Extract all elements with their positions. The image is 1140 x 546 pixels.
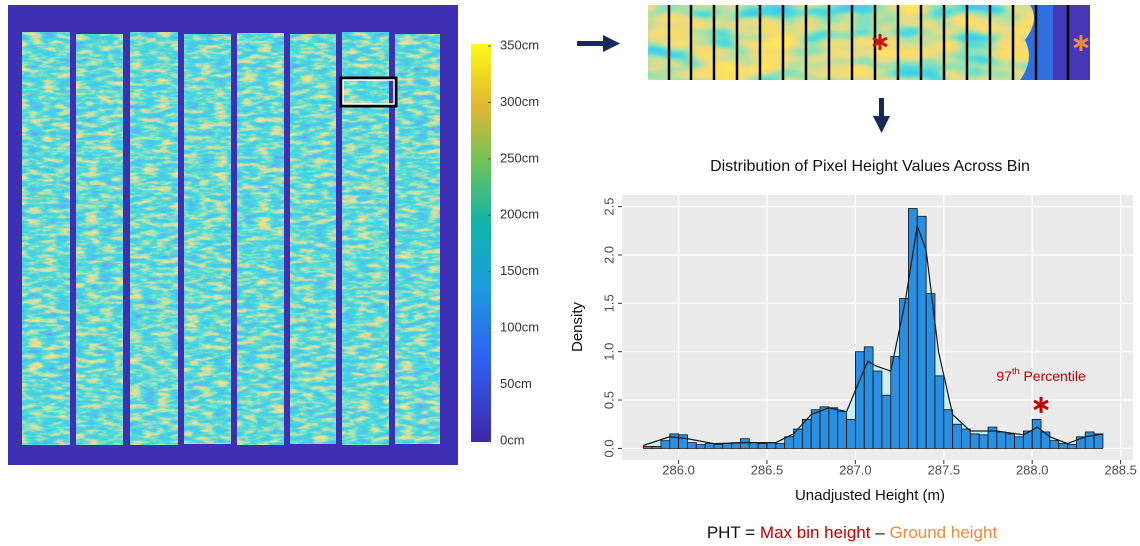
annotation-text: Percentile	[1023, 368, 1085, 384]
bar	[687, 442, 697, 449]
bar	[996, 431, 1007, 449]
bar	[1014, 436, 1024, 449]
bar	[961, 428, 971, 449]
y-tick-label: 0.0	[601, 439, 616, 457]
bar	[810, 409, 821, 449]
bar	[881, 394, 892, 449]
bar	[846, 418, 856, 449]
bar	[695, 444, 706, 449]
formula-term: Ground height	[889, 523, 997, 542]
x-tick-label: 288.0	[1016, 462, 1049, 477]
bar	[925, 293, 936, 449]
annotation-suffix: th	[1012, 366, 1020, 376]
colorbar-label: 50cm	[500, 376, 532, 391]
bar	[651, 446, 662, 449]
y-tick-label: 2.0	[601, 246, 616, 264]
colorbar-label: 150cm	[500, 263, 539, 278]
bar	[722, 443, 733, 449]
density-curve	[643, 223, 1104, 447]
bar	[952, 423, 962, 449]
formula-lhs: PHT	[707, 523, 741, 542]
colorbar-label: 350cm	[500, 37, 539, 52]
bar	[1058, 443, 1068, 449]
y-axis-label: Density	[569, 301, 586, 352]
histogram: 286.0 286.5 287.0 287.5 288.0 288.5 0.0 0.5 1.0 1…	[601, 195, 1137, 477]
plot-rows	[22, 32, 440, 445]
colorbar-label: 100cm	[500, 320, 539, 335]
annotation-number: 97	[996, 368, 1012, 384]
x-axis-label: Unadjusted Height (m)	[795, 487, 945, 504]
bar	[854, 351, 865, 449]
bar	[669, 433, 679, 449]
colorbar-label: 250cm	[500, 150, 539, 165]
bar	[828, 407, 839, 449]
bar	[713, 444, 724, 449]
bar	[660, 440, 671, 449]
bar	[908, 208, 918, 449]
y-tick-label: 1.5	[601, 294, 616, 312]
chart-title: Distribution of Pixel Height Values Acro…	[710, 158, 1030, 175]
bar	[757, 443, 768, 449]
x-tick-label: 287.0	[839, 462, 872, 477]
bar	[943, 409, 954, 449]
bar	[872, 370, 883, 449]
bar	[890, 356, 901, 449]
bar	[1005, 433, 1015, 449]
bar	[837, 411, 847, 449]
selection-box	[339, 76, 398, 108]
bar	[642, 446, 653, 449]
formula: PHT = Max bin height – Ground height	[707, 523, 998, 542]
colorbar-label: 300cm	[500, 94, 539, 109]
formula-equals: =	[745, 523, 755, 542]
bar	[775, 443, 786, 449]
height-map	[8, 5, 458, 465]
bar	[1031, 418, 1042, 449]
y-tick-label: 1.0	[601, 343, 616, 361]
bar	[969, 433, 980, 449]
formula-minus: –	[875, 523, 885, 542]
bar	[801, 418, 812, 449]
bar	[987, 426, 998, 449]
colorbar-label: 200cm	[500, 207, 539, 222]
bar	[1093, 433, 1104, 449]
bar	[678, 434, 688, 449]
bar	[819, 406, 830, 449]
x-tick-label: 286.5	[751, 462, 784, 477]
selection-box-inner	[342, 79, 395, 105]
formula-term: Max bin height	[760, 523, 871, 542]
colorbar-label: 0cm	[500, 432, 525, 447]
arrows	[577, 35, 890, 133]
colorbar	[471, 44, 491, 442]
bar	[978, 434, 989, 449]
colorbar-labels: 350cm 300cm 250cm 200cm 150cm 100cm 50cm 0cm	[488, 37, 539, 447]
x-tick-label: 287.5	[928, 462, 961, 477]
bar	[784, 436, 794, 449]
bar	[934, 375, 945, 449]
bar	[704, 443, 715, 449]
bar	[1084, 431, 1095, 449]
bar	[748, 442, 759, 449]
y-tick-label: 2.5	[601, 198, 616, 216]
bar	[766, 442, 777, 449]
annotation-label: 97th Percentile	[996, 366, 1086, 383]
annotation-marker	[1033, 396, 1049, 413]
bar	[916, 215, 927, 449]
bar	[740, 438, 750, 449]
y-tick-label: 0.5	[601, 391, 616, 409]
x-tick-label: 288.5	[1104, 462, 1137, 477]
bin-strip	[648, 5, 1090, 80]
bar	[1067, 444, 1077, 449]
bar	[1040, 431, 1051, 449]
x-tick-label: 286.0	[662, 462, 695, 477]
bar	[1049, 440, 1060, 449]
